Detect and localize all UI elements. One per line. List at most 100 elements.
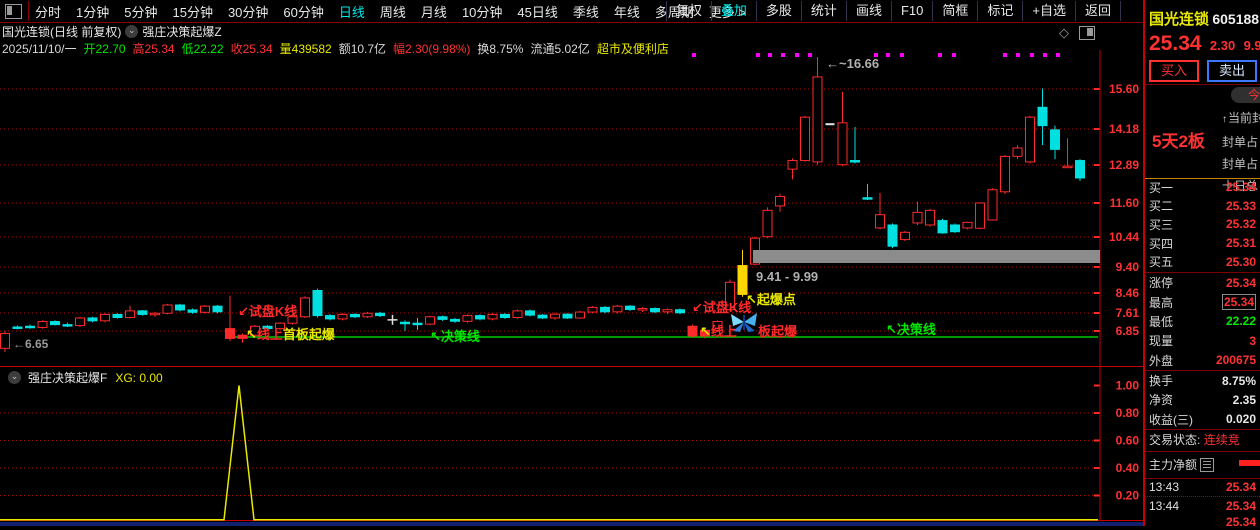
tick-price: 25.34 [1225,499,1256,513]
svg-text:9.41 - 9.99: 9.41 - 9.99 [756,269,818,284]
row-value: 25.31 [1225,236,1256,251]
svg-text:←6.65: ←6.65 [13,337,49,351]
trade-status-value: 连续竞 [1203,433,1240,447]
stat-row: 现量 3 [1145,332,1260,349]
row-value: 25.33 [1225,198,1256,213]
row-label: 收益(三) [1149,412,1193,427]
action-tab-统计[interactable]: 统计 [800,1,846,21]
stat-row: 最高 25.34 [1145,294,1260,311]
action-tab-标记[interactable]: 标记 [977,1,1022,21]
row-value: 0.020 [1225,412,1256,427]
stock-name: 国光连锁 [1149,11,1210,28]
sub-indicator-name: 强庄决策起爆F [28,371,108,385]
tick-price: 25.34 [1225,480,1256,494]
buy-button[interactable]: 买入 [1149,60,1199,82]
action-tab-返回[interactable]: 返回 [1074,1,1121,21]
period-tab-10分钟[interactable]: 10分钟 [461,4,503,20]
row-value: 25.34 [1225,275,1256,290]
info-row: 收益(三) 0.020 [1145,411,1260,428]
quote-panel: 国光连锁 605188 25.34 2.30 9.9 买入 卖出 今 5天2板 … [1143,0,1260,529]
row-label: 买四 [1149,236,1174,251]
tooltip-line: 十日总 [1222,179,1259,193]
quote-row[interactable]: 买一 25.34 [1145,179,1260,196]
diamond-icon[interactable]: ◇ [1059,25,1069,40]
tick-list: 13:43 25.34 13:44 25.34 25.34 [1145,478,1260,530]
svg-text:10.44: 10.44 [1109,230,1139,244]
tick-row: 25.34 [1145,514,1260,530]
period-tab-15分钟[interactable]: 15分钟 [172,4,213,20]
quote-row[interactable]: 买五 25.30 [1145,253,1260,270]
svg-text:↙试盘K线: ↙试盘K线 [692,300,751,315]
tick-row: 13:43 25.34 [1145,479,1260,495]
tick-time: 13:43 [1149,480,1180,494]
board-section: 今 5天2板 ↑当前封 封单占 封单占 十日总 [1145,84,1260,193]
split-window-icon[interactable] [1079,26,1095,40]
signal-indicator-chart[interactable]: 1.00 0.80 0.60 0.40 0.20 [0,366,1143,522]
tick-time: 13:44 [1149,499,1180,513]
svg-text:12.89: 12.89 [1109,158,1139,172]
action-tab-画线[interactable]: 画线 [845,1,891,21]
svg-text:↖决策线: ↖决策线 [430,329,480,344]
quote-row[interactable]: 买二 25.33 [1145,197,1260,214]
svg-text:0.80: 0.80 [1116,406,1140,420]
period-tab-更多 >[interactable]: 更多 > [708,4,747,20]
period-tab-60分钟[interactable]: 60分钟 [283,4,324,20]
period-tab-多周期[interactable]: 多周期 [654,4,694,20]
board-badge: 5天2板 [1152,132,1205,151]
row-value: 200675 [1215,353,1256,368]
svg-text:7.61: 7.61 [1116,306,1140,320]
row-label: 净资 [1149,393,1174,408]
candlestick-chart[interactable]: 15.60 14.18 12.89 11.60 10.44 9.40 8.46 7.61 6.8… [0,50,1143,366]
period-tab-45日线[interactable]: 45日线 [517,4,558,20]
row-label: 换手 [1149,374,1174,389]
action-tab-+自选[interactable]: +自选 [1022,1,1075,21]
main-force-bar [1239,460,1260,466]
period-tab-年线[interactable]: 年线 [613,4,640,20]
info-item: 换8.75% [477,42,524,56]
row-label: 买二 [1149,199,1174,214]
row-value: 22.22 [1225,314,1256,329]
row-value: 2.35 [1232,392,1256,407]
period-tab-日线[interactable]: 日线 [338,4,365,20]
up-arrow-icon: ↑ [1222,114,1227,125]
period-tab-30分钟[interactable]: 30分钟 [227,4,269,20]
svg-text:0.20: 0.20 [1116,489,1140,503]
info-item: 超市及便利店 [596,42,669,56]
svg-text:14.18: 14.18 [1109,122,1139,136]
list-icon[interactable] [1200,457,1215,472]
window-layout-icon[interactable] [5,3,22,19]
info-item: 开22.70 [83,42,126,56]
period-tab-1分钟[interactable]: 1分钟 [76,4,110,20]
chevron-down-icon[interactable]: ⌄ [125,25,139,38]
period-tab-周线[interactable]: 周线 [379,4,406,20]
sell-button[interactable]: 卖出 [1207,60,1257,82]
svg-text:↙试盘K线: ↙试盘K线 [238,304,297,319]
row-label: 最高 [1149,295,1174,310]
tick-row: 13:44 25.34 [1145,498,1260,514]
action-tab-叠加[interactable]: 叠加 [710,1,756,21]
sub-indicator-header: ⌄ 强庄决策起爆F XG: 0.00 [4,370,163,385]
board-tab[interactable]: 今 [1231,87,1260,103]
dotted-divider [1145,496,1260,497]
action-tab-简框[interactable]: 简框 [932,1,977,21]
action-tab-复权[interactable]: 复权 [665,1,711,21]
quote-row[interactable]: 买四 25.31 [1145,235,1260,252]
stat-row: 涨停 25.34 [1145,274,1260,291]
chevron-down-icon[interactable]: ⌄ [8,371,21,384]
bid-quote-list: 买一 25.34 买二 25.33 买三 25.32 买四 25.31 买五 25.30 [1145,178,1260,271]
period-tab-分时[interactable]: 分时 [35,4,62,20]
toolbar-divider [28,1,29,21]
trade-status-label: 交易状态: [1149,433,1201,447]
svg-text:0.40: 0.40 [1116,461,1140,475]
svg-text:8.46: 8.46 [1116,286,1140,300]
period-tab-季线[interactable]: 季线 [572,4,599,20]
chart-header: 国光连锁(日线 前复权) ⌄ 强庄决策起爆Z ◇ [0,23,1143,40]
quote-row[interactable]: 买三 25.32 [1145,216,1260,233]
info-item: 2025/11/10/一 [2,42,77,56]
action-tab-F10[interactable]: F10 [890,1,932,21]
period-tab-5分钟[interactable]: 5分钟 [124,4,158,20]
action-tab-多股[interactable]: 多股 [755,1,801,21]
svg-text:↖起爆点: ↖起爆点 [746,292,796,307]
period-tab-月线[interactable]: 月线 [420,4,447,20]
